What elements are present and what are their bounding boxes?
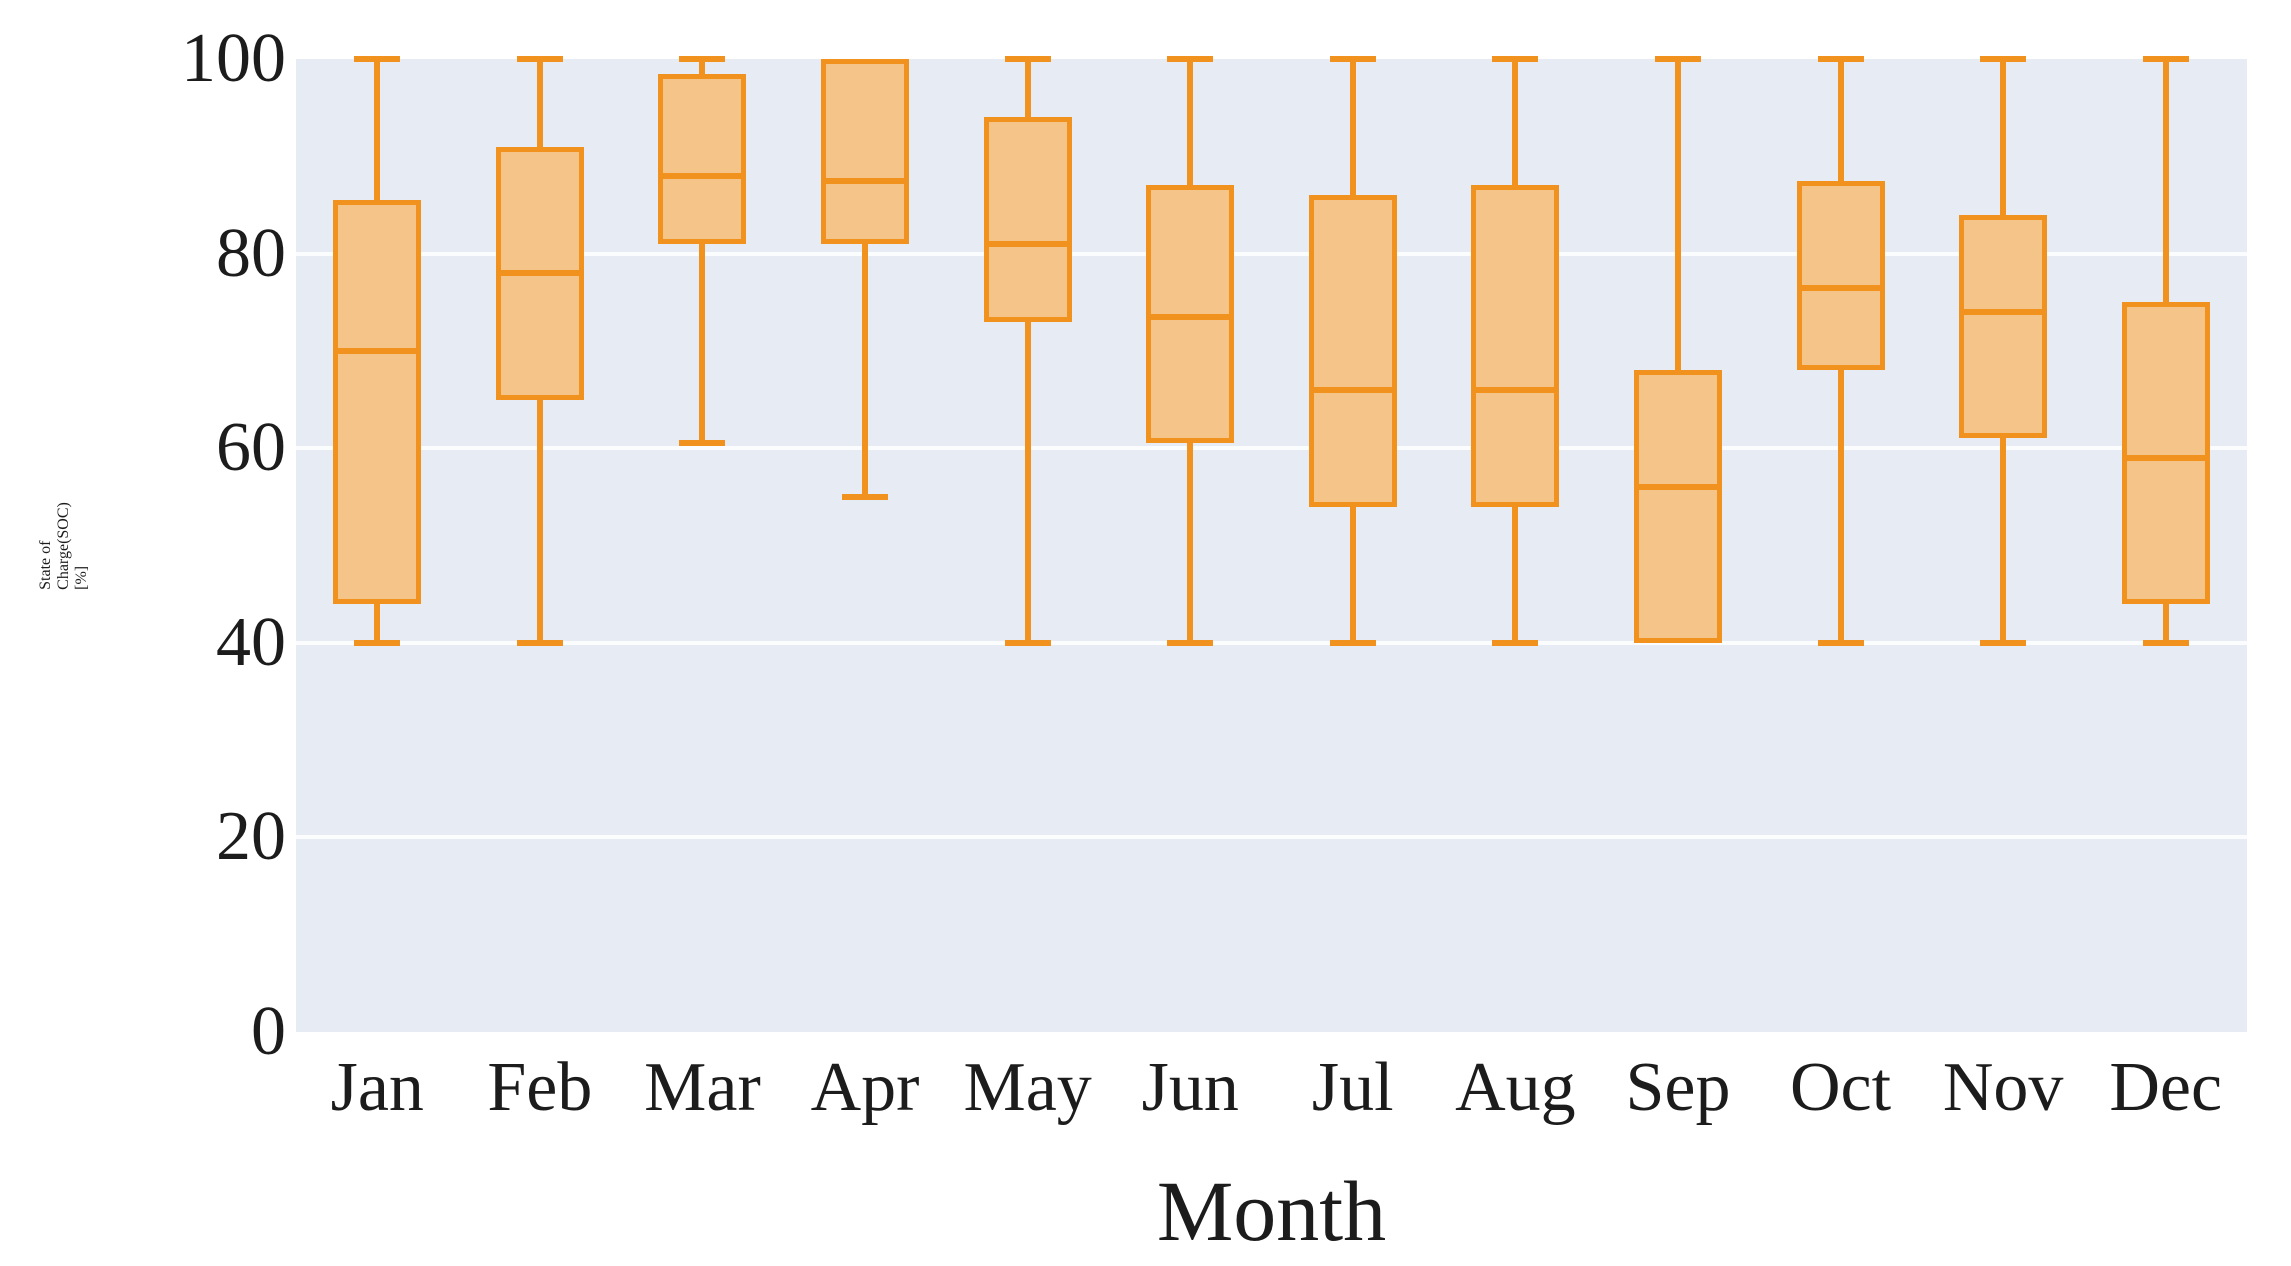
median-line	[1964, 308, 2043, 315]
x-tick-label-jul: Jul	[1311, 1049, 1394, 1126]
lower-whisker-line	[1837, 370, 1844, 643]
lower-whisker-cap	[516, 639, 563, 646]
upper-whisker-line	[699, 59, 706, 74]
lower-whisker-line	[1024, 321, 1031, 643]
upper-whisker-cap	[1654, 56, 1701, 62]
y-tick-label-40: 40	[216, 603, 286, 681]
gridline-80	[296, 251, 2247, 256]
y-tick-label-60: 60	[216, 409, 286, 487]
upper-whisker-line	[2162, 59, 2169, 303]
upper-whisker-cap	[1492, 56, 1539, 62]
gridline-60	[296, 446, 2247, 451]
median-line	[663, 172, 742, 179]
iqr-box	[1308, 195, 1397, 507]
plot-area	[296, 56, 2247, 1032]
upper-whisker-line	[1512, 59, 1519, 186]
y-tick-label-0: 0	[251, 993, 286, 1070]
iqr-box	[1633, 370, 1722, 643]
x-tick-label-may: May	[963, 1049, 1092, 1126]
median-line	[1638, 484, 1717, 491]
lower-whisker-line	[1512, 506, 1519, 643]
y-axis-title: State of Charge(SOC)[%]	[37, 501, 90, 590]
iqr-box	[1796, 180, 1885, 371]
iqr-box	[821, 59, 910, 244]
upper-whisker-cap	[1167, 56, 1214, 62]
lower-whisker-cap	[354, 639, 401, 646]
lower-whisker-line	[374, 603, 381, 643]
median-line	[1313, 386, 1392, 393]
upper-whisker-line	[374, 59, 381, 201]
upper-whisker-line	[536, 59, 543, 147]
lower-whisker-cap	[1817, 639, 1864, 646]
median-line	[988, 240, 1067, 247]
upper-whisker-line	[1349, 59, 1356, 196]
lower-whisker-cap	[1492, 639, 1539, 646]
upper-whisker-line	[2000, 59, 2007, 215]
lower-whisker-cap	[1167, 639, 1214, 646]
x-tick-label-apr: Apr	[810, 1049, 920, 1126]
lower-whisker-line	[2000, 438, 2007, 643]
x-tick-label-sep: Sep	[1625, 1049, 1731, 1126]
y-tick-label-80: 80	[216, 214, 286, 292]
x-tick-label-oct: Oct	[1789, 1049, 1892, 1126]
lower-whisker-line	[862, 243, 869, 497]
median-line	[1801, 284, 1880, 291]
lower-whisker-line	[1349, 506, 1356, 643]
x-tick-label-dec: Dec	[2109, 1049, 2223, 1126]
lower-whisker-line	[699, 243, 706, 444]
iqr-box	[1959, 214, 2048, 439]
lower-whisker-cap	[2142, 639, 2189, 646]
x-tick-label-jun: Jun	[1141, 1049, 1239, 1126]
gridline-20	[296, 835, 2247, 840]
lower-whisker-cap	[1980, 639, 2027, 646]
upper-whisker-cap	[1980, 56, 2027, 62]
gridline-40	[296, 640, 2247, 645]
upper-whisker-cap	[354, 56, 401, 62]
y-tick-label-20: 20	[216, 798, 286, 876]
upper-whisker-cap	[1817, 56, 1864, 62]
median-line	[338, 347, 417, 354]
upper-whisker-cap	[516, 56, 563, 62]
upper-whisker-cap	[1004, 56, 1051, 62]
x-tick-label-nov: Nov	[1942, 1049, 2064, 1126]
iqr-box	[333, 200, 422, 604]
median-line	[2126, 454, 2205, 461]
x-tick-label-jan: Jan	[330, 1049, 424, 1126]
lower-whisker-line	[1187, 443, 1194, 643]
upper-whisker-line	[1837, 59, 1844, 181]
x-tick-label-aug: Aug	[1455, 1049, 1576, 1126]
x-tick-label-feb: Feb	[487, 1049, 593, 1126]
y-tick-label-100: 100	[181, 20, 286, 97]
iqr-box	[2121, 302, 2210, 604]
median-line	[500, 270, 579, 277]
lower-whisker-line	[2162, 603, 2169, 643]
median-line	[826, 177, 905, 184]
upper-whisker-line	[1187, 59, 1194, 186]
upper-whisker-cap	[679, 56, 726, 62]
x-axis-title: Month	[1156, 1163, 1387, 1259]
iqr-box	[1471, 185, 1560, 507]
lower-whisker-cap	[1004, 639, 1051, 646]
upper-whisker-line	[1024, 59, 1031, 118]
iqr-box	[983, 117, 1072, 322]
lower-whisker-cap	[842, 493, 889, 500]
upper-whisker-line	[1674, 59, 1681, 371]
median-line	[1476, 386, 1555, 393]
lower-whisker-line	[536, 399, 543, 643]
lower-whisker-cap	[679, 440, 726, 447]
x-tick-label-mar: Mar	[644, 1049, 761, 1126]
iqr-box	[658, 73, 747, 244]
median-line	[1151, 313, 1230, 320]
lower-whisker-cap	[1329, 639, 1376, 646]
upper-whisker-cap	[1329, 56, 1376, 62]
upper-whisker-cap	[2142, 56, 2189, 62]
